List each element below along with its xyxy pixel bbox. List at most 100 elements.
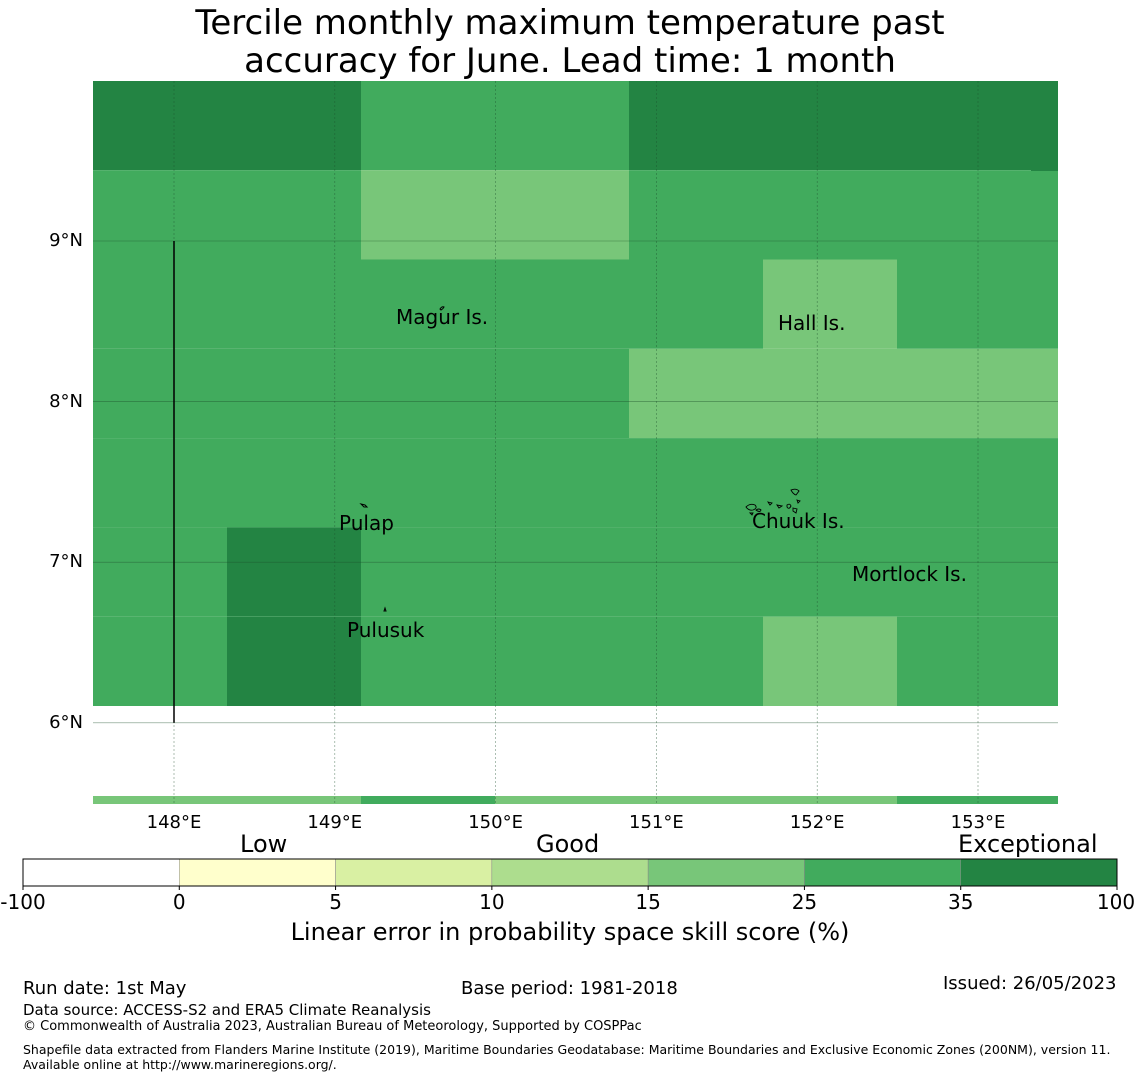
place-label: Hall Is. xyxy=(778,311,845,335)
skill-cell xyxy=(1031,796,1058,804)
lon-label: 152°E xyxy=(789,812,845,833)
colorbar-tick-label: 5 xyxy=(329,890,342,914)
colorbar xyxy=(22,858,1118,890)
skill-cell xyxy=(227,170,361,260)
lon-label: 149°E xyxy=(307,812,363,833)
skill-cell xyxy=(1031,527,1058,617)
skill-grid xyxy=(93,81,1058,804)
colorbar-segment xyxy=(179,858,336,887)
skill-cell xyxy=(763,616,897,706)
colorbar-tick-label: 25 xyxy=(791,890,818,914)
issued-date: Issued: 26/05/2023 xyxy=(943,973,1117,994)
skill-cell xyxy=(361,259,495,349)
skill-cell xyxy=(93,796,227,804)
base-period: Base period: 1981-2018 xyxy=(461,978,678,999)
skill-cell xyxy=(93,616,227,706)
colorbar-category-good: Good xyxy=(536,830,600,858)
colorbar-segment xyxy=(335,858,493,887)
skill-cell xyxy=(897,796,1031,804)
skill-cell xyxy=(361,170,495,260)
skill-cell xyxy=(361,527,495,617)
skill-cell xyxy=(1031,259,1058,349)
title-line-1: Tercile monthly maximum temperature past xyxy=(195,3,945,43)
skill-cell xyxy=(897,527,1031,617)
skill-cell xyxy=(227,527,361,617)
place-label: Mortlock Is. xyxy=(852,562,967,586)
colorbar-tick-label: 35 xyxy=(947,890,974,914)
skill-cell xyxy=(897,170,1031,260)
skill-cell xyxy=(361,796,495,804)
skill-cell xyxy=(629,259,763,349)
skill-cell xyxy=(93,81,227,171)
skill-cell xyxy=(93,259,227,349)
colorbar-segment xyxy=(960,858,1118,887)
skill-cell xyxy=(495,527,629,617)
skill-cell xyxy=(763,348,897,439)
place-label: Pulap xyxy=(339,511,394,535)
skill-cell xyxy=(629,81,763,171)
colorbar-tick-label: 15 xyxy=(635,890,661,914)
skill-cell xyxy=(93,170,227,260)
skill-cell xyxy=(227,348,361,439)
skill-cell xyxy=(93,527,227,617)
skill-cell xyxy=(629,527,763,617)
skill-cell xyxy=(763,81,897,171)
skill-cell xyxy=(897,616,1031,706)
shapefile-credit: Shapefile data extracted from Flanders M… xyxy=(23,1042,1111,1072)
colorbar-segment xyxy=(491,858,649,887)
chart-title: Tercile monthly maximum temperature past… xyxy=(0,4,1140,80)
skill-cell xyxy=(227,438,361,528)
skill-cell xyxy=(629,616,763,706)
skill-cell xyxy=(361,348,495,439)
skill-cell xyxy=(93,438,227,528)
colorbar-tick-label: 0 xyxy=(172,890,186,914)
pulap-island-outline xyxy=(359,503,369,508)
title-line-2: accuracy for June. Lead time: 1 month xyxy=(244,41,896,81)
pulusuk-island-outline xyxy=(383,606,387,612)
colorbar-frame xyxy=(22,858,1118,887)
run-date: Run date: 1st May xyxy=(23,978,187,999)
skill-cell xyxy=(629,796,763,804)
copyright: © Commonwealth of Australia 2023, Austra… xyxy=(23,1019,642,1034)
skill-cell xyxy=(763,527,897,617)
colorbar-tick-label: 10 xyxy=(479,890,505,914)
colorbar-category-low: Low xyxy=(240,830,288,858)
lon-label: 148°E xyxy=(146,812,202,833)
colorbar-segment xyxy=(22,858,180,887)
lon-label: 151°E xyxy=(629,812,684,833)
colorbar-tick-label: 100 xyxy=(1096,890,1136,914)
lon-label: 153°E xyxy=(950,812,1006,833)
skill-cell xyxy=(495,170,629,260)
skill-cell xyxy=(227,796,361,804)
skill-cell xyxy=(495,796,629,804)
skill-cell xyxy=(361,616,495,706)
chuuk-island-outlines xyxy=(745,488,801,516)
data-source: Data source: ACCESS-S2 and ERA5 Climate … xyxy=(23,1001,431,1019)
place-labels: Magur Is. Hall Is. Pulap Chuuk Is. Mortlock … xyxy=(339,305,967,642)
skill-cell xyxy=(1031,438,1058,528)
skill-cell xyxy=(227,617,361,706)
skill-cell xyxy=(495,438,629,528)
skill-cell xyxy=(361,438,495,528)
skill-cell xyxy=(1031,616,1058,706)
colorbar-segment xyxy=(647,858,805,887)
skill-cell xyxy=(495,348,629,439)
skill-cell xyxy=(897,348,1031,439)
lat-label: 9°N xyxy=(49,230,83,251)
skill-cell xyxy=(361,81,495,171)
lat-label: 8°N xyxy=(49,390,83,412)
skill-cell xyxy=(897,81,1031,171)
place-label: Pulusuk xyxy=(347,618,425,642)
skill-cell xyxy=(1031,171,1058,260)
magur-island-outline xyxy=(439,306,445,311)
skill-cell xyxy=(763,438,897,528)
place-label: Magur Is. xyxy=(396,305,488,329)
colorbar-segment xyxy=(804,858,961,887)
skill-cell xyxy=(897,259,1031,349)
skill-cell xyxy=(495,616,629,706)
skill-cell xyxy=(763,170,897,260)
skill-cell xyxy=(897,438,1031,528)
skill-cell xyxy=(495,259,629,349)
skill-cell xyxy=(1031,348,1058,439)
